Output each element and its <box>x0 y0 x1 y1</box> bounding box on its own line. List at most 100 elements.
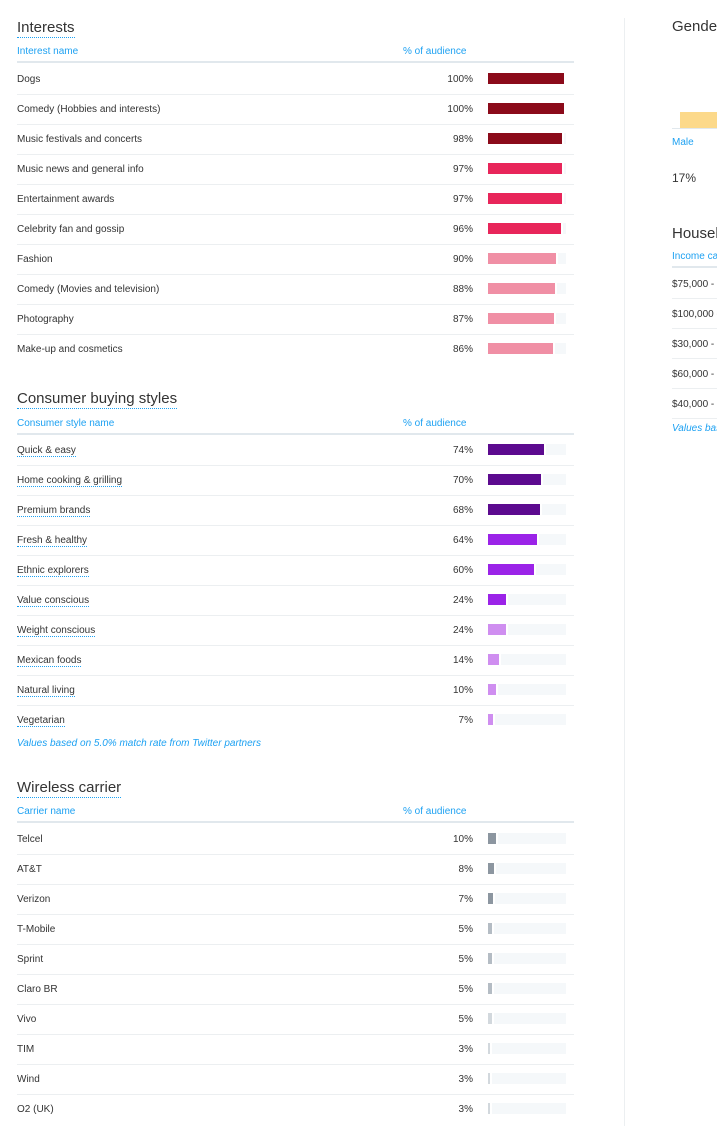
buying-row-pct: 68% <box>452 505 473 516</box>
wireless-row-name: Sprint <box>17 954 44 965</box>
buying-row: Quick & easy 74% <box>17 435 574 466</box>
gender-male-pct: 17% <box>672 171 697 185</box>
wireless-header-rule <box>17 821 574 823</box>
interests-bar-fill <box>488 73 566 84</box>
interests-bar-fill <box>488 193 564 204</box>
buying-row-name[interactable]: Mexican foods <box>17 655 82 667</box>
buying-bar-fill <box>488 594 509 605</box>
interests-bar-fill <box>488 163 564 174</box>
interests-bar-fill <box>488 223 563 234</box>
wireless-bar-fill <box>488 1073 493 1084</box>
interests-row-pct: 97% <box>452 194 473 205</box>
interests-row: Comedy (Hobbies and interests) 100% <box>17 94 574 125</box>
buying-row: Value conscious 24% <box>17 585 574 616</box>
buying-header-rule <box>17 433 574 435</box>
buying-row: Natural living 10% <box>17 675 574 706</box>
buying-bar-track <box>488 714 566 725</box>
interests-row-pct: 88% <box>452 284 473 295</box>
interests-row: Celebrity fan and gossip 96% <box>17 214 574 245</box>
buying-row-name[interactable]: Fresh & healthy <box>17 535 88 547</box>
household-row: $75,000 - $ <box>672 269 717 299</box>
buying-row: Weight conscious 24% <box>17 615 574 646</box>
wireless-row: Telcel 10% <box>17 824 574 855</box>
buying-col-pct[interactable]: % of audience <box>403 418 467 429</box>
interests-row: Dogs 100% <box>17 64 574 95</box>
interests-row-pct: 96% <box>452 224 473 235</box>
interests-bar-fill <box>488 343 556 354</box>
interests-row-name: Music news and general info <box>17 164 144 175</box>
wireless-row-name: AT&T <box>17 864 42 875</box>
wireless-row-name: Verizon <box>17 894 51 905</box>
wireless-row-pct: 3% <box>458 1074 473 1085</box>
buying-row-pct: 64% <box>452 535 473 546</box>
buying-row: Fresh & healthy 64% <box>17 525 574 556</box>
wireless-bar-fill <box>488 923 494 934</box>
interests-bar-track <box>488 343 566 354</box>
buying-bar-fill <box>488 564 536 575</box>
interests-row-name: Make-up and cosmetics <box>17 344 123 355</box>
interests-row-pct: 100% <box>447 74 473 85</box>
wireless-row: Wind 3% <box>17 1064 574 1095</box>
wireless-row: Claro BR 5% <box>17 974 574 1005</box>
interests-bar-track <box>488 163 566 174</box>
wireless-bar-track <box>488 983 566 994</box>
wireless-row-name: Telcel <box>17 834 43 845</box>
wireless-bar-fill <box>488 953 494 964</box>
interests-row: Comedy (Movies and television) 88% <box>17 274 574 305</box>
wireless-row-pct: 7% <box>458 894 473 905</box>
buying-row-name[interactable]: Home cooking & grilling <box>17 475 123 487</box>
interests-title[interactable]: Interests <box>17 19 75 38</box>
interests-row-name: Celebrity fan and gossip <box>17 224 125 235</box>
buying-row-name[interactable]: Quick & easy <box>17 445 76 457</box>
wireless-col-pct[interactable]: % of audience <box>403 806 467 817</box>
buying-row-name[interactable]: Natural living <box>17 685 75 697</box>
interests-bar-track <box>488 103 566 114</box>
household-row-label: $60,000 - $ <box>672 369 717 380</box>
buying-bar-fill <box>488 534 539 545</box>
household-row: $60,000 - $ <box>672 359 717 389</box>
buying-bar-fill <box>488 714 496 725</box>
interests-col-pct[interactable]: % of audience <box>403 46 467 57</box>
wireless-row-pct: 5% <box>458 1014 473 1025</box>
buying-bar-fill <box>488 504 542 515</box>
wireless-bar-track <box>488 1043 566 1054</box>
wireless-row-name: O2 (UK) <box>17 1104 54 1115</box>
buying-bar-fill <box>488 624 509 635</box>
wireless-bar-fill <box>488 893 496 904</box>
right-panel: Gender Male 17% Household Income ca $75,… <box>672 0 717 1138</box>
buying-bar-fill <box>488 474 544 485</box>
buying-bar-track <box>488 444 566 455</box>
gender-title[interactable]: Gender <box>672 18 717 35</box>
wireless-row-pct: 5% <box>458 984 473 995</box>
buying-bar-fill <box>488 684 498 695</box>
buying-row: Premium brands 68% <box>17 495 574 526</box>
wireless-title[interactable]: Wireless carrier <box>17 779 122 798</box>
buying-row-name[interactable]: Vegetarian <box>17 715 65 727</box>
buying-title[interactable]: Consumer buying styles <box>17 390 178 409</box>
interests-col-name[interactable]: Interest name <box>17 46 79 57</box>
buying-row-name[interactable]: Value conscious <box>17 595 90 607</box>
wireless-row: TIM 3% <box>17 1034 574 1065</box>
wireless-bar-track <box>488 863 566 874</box>
wireless-bar-fill <box>488 833 498 844</box>
buying-row-name[interactable]: Premium brands <box>17 505 91 517</box>
wireless-row: T-Mobile 5% <box>17 914 574 945</box>
household-col-name[interactable]: Income ca <box>672 251 717 262</box>
wireless-bar-fill <box>488 983 494 994</box>
buying-row-name[interactable]: Ethnic explorers <box>17 565 89 577</box>
household-title[interactable]: Household <box>672 225 717 242</box>
buying-col-name[interactable]: Consumer style name <box>17 418 115 429</box>
buying-row-name[interactable]: Weight conscious <box>17 625 96 637</box>
interests-row-name: Music festivals and concerts <box>17 134 143 145</box>
wireless-bar-fill <box>488 863 497 874</box>
interests-row-name: Photography <box>17 314 74 325</box>
buying-bar-track <box>488 534 566 545</box>
interests-bar-track <box>488 283 566 294</box>
gender-male-bar <box>680 112 717 128</box>
interests-row: Photography 87% <box>17 304 574 335</box>
wireless-bar-fill <box>488 1043 493 1054</box>
interests-row: Music news and general info 97% <box>17 154 574 185</box>
buying-bar-track <box>488 594 566 605</box>
wireless-col-name[interactable]: Carrier name <box>17 806 76 817</box>
household-row-label: $100,000 - <box>672 309 717 320</box>
